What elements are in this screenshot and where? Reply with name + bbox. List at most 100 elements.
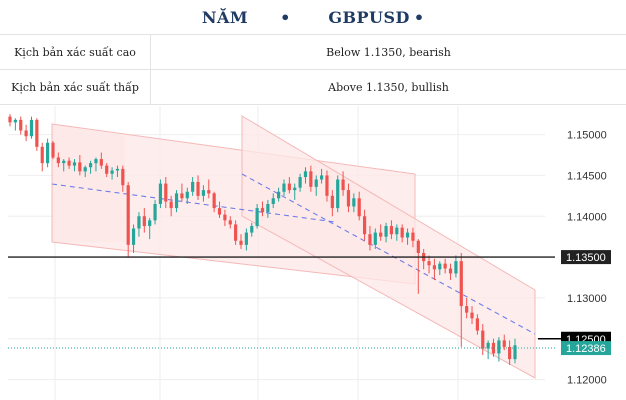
candle-body xyxy=(336,179,340,209)
candle-body xyxy=(508,346,512,360)
candle-body xyxy=(212,193,216,209)
candle-body xyxy=(131,228,136,245)
candle-body xyxy=(223,214,227,221)
candle-body xyxy=(405,232,410,238)
candle-body xyxy=(201,190,206,196)
header-separator-dot: • xyxy=(280,7,291,27)
candle-body xyxy=(164,183,168,202)
candle-body xyxy=(341,179,345,191)
candle-body xyxy=(228,220,232,225)
candle-body xyxy=(497,340,501,354)
scenario-label-high: Kịch bản xác suất cao xyxy=(0,35,151,69)
scenario-table: Kịch bản xác suất cao Below 1.1350, bear… xyxy=(0,34,626,105)
candle-body xyxy=(454,261,458,274)
candle-body xyxy=(459,261,463,307)
y-tick-label: 1.13000 xyxy=(567,293,607,305)
candle-body xyxy=(314,179,318,187)
trend-dash-line-1 xyxy=(51,183,336,223)
candle-body xyxy=(207,190,211,194)
candle-body xyxy=(153,204,157,221)
candle-body xyxy=(470,312,474,319)
candle-body xyxy=(266,204,270,213)
chart-header: NĂM • GBPUSD • xyxy=(0,0,626,34)
candle-body xyxy=(502,340,506,347)
candle-body xyxy=(24,130,28,137)
candle-body xyxy=(330,195,334,209)
candle-body xyxy=(481,330,485,349)
candle-body xyxy=(443,263,447,269)
candle-body xyxy=(271,198,275,204)
candle-body xyxy=(180,193,184,199)
y-tick-label: 1.12000 xyxy=(567,375,607,387)
candle-body xyxy=(115,168,120,171)
candle-body xyxy=(62,160,66,164)
candle-body xyxy=(8,116,12,123)
price-chart[interactable]: 1.15000 1.14500 1.14000 1.13000 1.12000 1.135… xyxy=(0,106,626,400)
y-tick-label: 1.14500 xyxy=(567,170,607,182)
candle-body xyxy=(384,226,388,237)
candle-body xyxy=(432,265,437,270)
candle-body xyxy=(368,234,372,245)
header-trailing-dot: • xyxy=(413,7,425,27)
candle-body xyxy=(400,227,404,238)
scenario-label-low: Kịch bản xác suất thấp xyxy=(0,70,151,104)
price-chart-svg[interactable]: 1.15000 1.14500 1.14000 1.13000 1.12000 1.135… xyxy=(0,106,626,400)
candle-body xyxy=(110,170,114,174)
candle-body xyxy=(126,185,130,245)
candle-body xyxy=(319,175,324,180)
candle-body xyxy=(282,183,286,192)
candle-body xyxy=(416,240,420,253)
candle-body xyxy=(88,163,93,168)
scenario-value-high: Below 1.1350, bearish xyxy=(326,45,451,59)
candle-body xyxy=(239,240,243,245)
price-tag-last-bg xyxy=(561,341,611,356)
trend-dash-line-2 xyxy=(241,173,536,335)
candle-body xyxy=(373,232,377,245)
candle-body xyxy=(121,168,125,186)
candle-body xyxy=(277,191,281,199)
price-tag-113500-bg xyxy=(561,250,611,265)
candle-body xyxy=(67,160,71,166)
candle-body xyxy=(352,198,356,207)
candle-body xyxy=(486,342,490,349)
candle-body xyxy=(379,232,383,237)
candle-body xyxy=(346,190,351,207)
price-tag-last: 1.12386 xyxy=(566,343,606,355)
candle-body xyxy=(83,167,87,172)
candle-body xyxy=(395,227,399,235)
candle-body xyxy=(169,201,173,209)
candle-body xyxy=(142,216,146,227)
scenario-value-low: Above 1.1350, bullish xyxy=(328,80,449,94)
candle-body xyxy=(105,165,109,174)
candle-body xyxy=(51,142,55,158)
candle-body xyxy=(325,175,329,196)
candle-body xyxy=(40,146,44,164)
price-tag-113500: 1.13500 xyxy=(566,252,606,264)
candle-body xyxy=(137,216,141,229)
candle-body xyxy=(158,183,163,204)
candle-body xyxy=(19,119,23,131)
candle-body xyxy=(35,119,39,147)
candle-body xyxy=(303,171,308,178)
candle-body xyxy=(491,342,496,354)
y-tick-label: 1.15000 xyxy=(567,130,607,142)
candle-body xyxy=(427,261,431,266)
candle-body xyxy=(260,208,265,213)
candle-body xyxy=(287,183,291,191)
candle-body xyxy=(174,193,179,209)
candle-body xyxy=(475,318,479,331)
candle-body xyxy=(255,208,259,227)
header-symbol: GBPUSD xyxy=(328,7,410,27)
candle-body xyxy=(465,306,469,313)
candle-body xyxy=(94,159,98,164)
candle-body xyxy=(513,345,517,360)
candle-body xyxy=(196,181,200,196)
candle-body xyxy=(250,226,254,233)
candle-body xyxy=(191,181,195,192)
candle-body xyxy=(217,208,222,215)
candle-body xyxy=(56,157,60,164)
candle-body xyxy=(185,191,189,199)
header-period-title: NĂM xyxy=(201,7,249,27)
candle-body xyxy=(244,232,248,245)
candle-body xyxy=(234,224,238,241)
